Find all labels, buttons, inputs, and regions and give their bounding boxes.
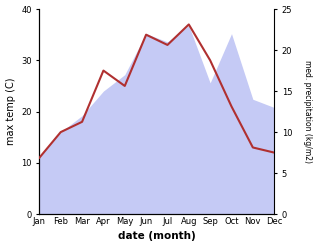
X-axis label: date (month): date (month) xyxy=(118,231,196,242)
Y-axis label: max temp (C): max temp (C) xyxy=(5,78,16,145)
Y-axis label: med. precipitation (kg/m2): med. precipitation (kg/m2) xyxy=(303,60,313,163)
